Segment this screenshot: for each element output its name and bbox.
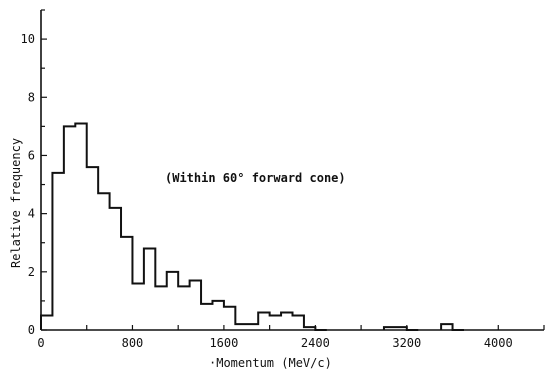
histogram-bar [155,286,166,330]
y-tick-label: 8 [28,90,35,104]
x-tick-label: 2400 [301,336,330,350]
histogram-bar [144,249,155,330]
x-tick-label: 1600 [209,336,238,350]
x-tick-label: 3200 [392,336,421,350]
y-tick-label: 0 [28,323,35,337]
y-tick-label: 10 [21,32,35,46]
x-tick-label: 4000 [484,336,513,350]
histogram-bar [293,315,304,330]
x-tick-label: 0 [37,336,44,350]
y-tick-label: 6 [28,148,35,162]
histogram-bar [190,281,201,330]
histogram-bar [178,286,189,330]
axes [40,10,544,331]
histogram-bar [121,237,132,330]
annotation-text: (Within 60° forward cone) [165,171,346,185]
x-tick-label: 800 [122,336,144,350]
histogram-bar [110,208,121,330]
ticks [40,9,545,331]
histogram-bar [224,307,235,330]
histogram-bar [201,304,212,330]
histogram-bar [52,173,63,330]
histogram-bar [281,313,292,330]
histogram-bar [41,315,52,330]
histogram-bar [87,167,98,330]
histogram-bar [98,193,109,330]
histogram-bar [64,126,75,330]
x-axis-title: ·Momentum (MeV/c) [209,356,332,370]
histogram-bar [270,315,281,330]
histogram-bar [75,123,86,330]
y-tick-label: 4 [28,207,35,221]
histogram-bar [258,313,269,330]
histogram-bars [41,123,453,330]
tick-labels: 0 800 1600 2400 3200 4000 0 2 4 6 8 10 [21,32,513,350]
y-axis-title: Relative frequency [9,138,23,268]
histogram-bar [167,272,178,330]
y-tick-label: 2 [28,265,35,279]
histogram-outline [40,122,464,331]
histogram-bar [212,301,223,330]
histogram-bar [132,283,143,330]
